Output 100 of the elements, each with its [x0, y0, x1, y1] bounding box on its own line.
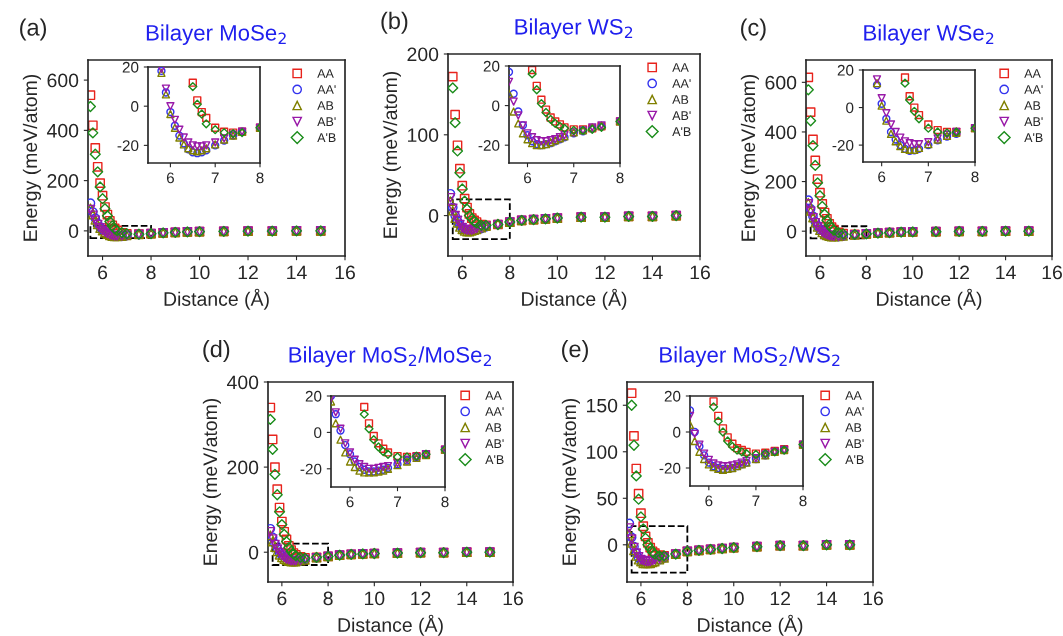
y-tick-label: 200 [47, 174, 79, 188]
legend-label: AA [1024, 69, 1041, 78]
x-tick-label: 6 [878, 171, 886, 183]
y-tick-label: 0 [131, 101, 139, 112]
y-tick-label: 100 [408, 128, 439, 143]
legend-label: AB [672, 95, 689, 104]
x-tick-label: 14 [287, 265, 307, 280]
x-axis-title: Distance (Å) [522, 288, 627, 310]
x-tick-label: 8 [441, 496, 449, 508]
y-tick-label: 0 [68, 224, 79, 239]
x-tick-label: 14 [643, 265, 663, 280]
legend-label: AA [845, 391, 862, 400]
x-tick-label: 14 [996, 265, 1016, 280]
x-tick-label: 12 [595, 265, 615, 280]
x-axis-title: Distance (Å) [164, 288, 269, 310]
x-tick-label: 6 [524, 172, 532, 184]
x-tick-label: 14 [457, 591, 478, 606]
x-tick-label: 6 [166, 172, 174, 184]
legend-label: AB' [485, 439, 504, 448]
x-tick-label: 6 [346, 496, 354, 508]
x-axis-title: Distance (Å) [698, 614, 803, 636]
text: (c) [741, 18, 766, 41]
x-tick-label: 12 [411, 591, 431, 606]
y-tick-label: 20 [122, 61, 139, 73]
x-tick-label: 6 [277, 591, 287, 606]
x-tick-label: 8 [323, 591, 333, 606]
y-tick-label: 0 [248, 545, 259, 560]
y-tick-label: 200 [407, 47, 439, 62]
x-tick-label: 16 [335, 265, 355, 280]
y-tick-label: -20 [832, 139, 854, 151]
y-axis-title: Energy (meV/atom) [202, 398, 221, 565]
y-tick-label: 200 [765, 175, 797, 189]
y-tick-label: 400 [226, 375, 259, 390]
y-tick-label: 0 [673, 426, 681, 438]
legend-label: AB [1024, 101, 1041, 110]
legend-label: AA' [485, 407, 504, 416]
y-tick-label: 20 [837, 64, 854, 76]
legend-label: AA' [672, 79, 691, 88]
legend-label: AA' [845, 407, 864, 416]
y-tick-label: 200 [227, 460, 259, 475]
x-tick-label: 12 [238, 265, 258, 280]
text: (b) [381, 11, 408, 34]
x-tick-label: 8 [616, 172, 624, 184]
legend-label: AA [317, 69, 334, 78]
x-tick-label: 16 [1042, 265, 1062, 280]
x-tick-label: 6 [457, 265, 467, 280]
x-tick-label: 8 [799, 495, 807, 507]
y-axis-title: Energy (meV/atom) [561, 398, 580, 565]
y-tick-label: -20 [117, 140, 139, 152]
x-tick-label: 6 [705, 495, 713, 507]
legend-label: A'B [845, 455, 864, 464]
y-axis-title: Energy (meV/atom) [740, 74, 759, 241]
y-tick-label: 0 [786, 224, 797, 239]
y-axis-title: Energy (meV/atom) [22, 74, 41, 241]
y-tick-label: 0 [607, 538, 618, 553]
legend-label: AB [845, 423, 862, 432]
y-tick-label: -20 [478, 140, 500, 151]
legend-label: AB' [317, 117, 336, 126]
legend-label: A'B [1024, 133, 1043, 142]
legend-label: A'B [672, 127, 691, 136]
chart-title: Bilayer MoS$_{2}$/WS$_{2}$ [660, 346, 840, 368]
text: (e) [562, 339, 588, 362]
x-axis-title: Distance (Å) [338, 614, 443, 636]
chart-title: Bilayer WS$_{2}$ [515, 18, 633, 40]
x-tick-label: 7 [394, 496, 401, 508]
legend-label: AA [485, 391, 502, 400]
x-tick-label: 6 [636, 591, 646, 606]
x-tick-label: 12 [949, 265, 970, 280]
x-tick-label: 8 [505, 265, 515, 280]
x-tick-label: 10 [190, 265, 210, 280]
x-tick-label: 10 [548, 265, 568, 280]
y-tick-label: 50 [597, 491, 618, 506]
y-tick-label: 0 [314, 427, 322, 439]
y-tick-label: 400 [764, 125, 797, 140]
x-tick-label: 6 [815, 265, 825, 280]
x-tick-label: 10 [724, 591, 744, 606]
x-tick-label: 7 [924, 171, 932, 183]
y-tick-label: 0 [428, 209, 439, 223]
legend-label: AB [317, 101, 334, 110]
y-tick-label: 600 [765, 75, 797, 90]
y-tick-label: 20 [483, 60, 500, 72]
x-tick-label: 8 [682, 591, 692, 606]
text: (d) [203, 339, 230, 362]
y-tick-label: 20 [305, 390, 322, 402]
legend-label: AA' [1024, 85, 1043, 94]
y-axis-title: Energy (meV/atom) [382, 71, 401, 238]
x-tick-label: 16 [863, 591, 883, 606]
x-tick-label: 14 [817, 591, 837, 606]
y-tick-label: -20 [300, 463, 322, 475]
x-tick-label: 8 [256, 172, 264, 184]
legend-label: AB [485, 423, 502, 432]
chart-title: Bilayer WSe$_{2}$ [864, 24, 994, 46]
text: (a) [20, 18, 46, 41]
chart-title: Bilayer MoS$_{2}$/MoSe$_{2}$ [289, 346, 492, 368]
legend-label: A'B [317, 133, 336, 142]
legend-label: AB' [845, 439, 864, 448]
x-tick-label: 10 [364, 591, 385, 606]
y-tick-label: 0 [492, 100, 500, 112]
y-tick-label: -20 [659, 462, 681, 474]
x-axis-title: Distance (Å) [877, 288, 982, 310]
